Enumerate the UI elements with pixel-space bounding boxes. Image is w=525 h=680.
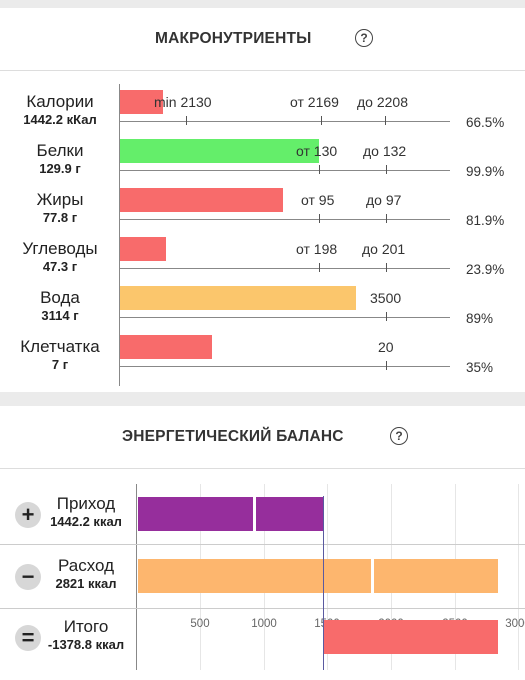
macronutrients-title: МАКРОНУТРИЕНТЫ <box>155 30 312 47</box>
macro-percent: 89% <box>466 311 494 326</box>
tick <box>386 165 387 174</box>
energy-bar-segment <box>256 497 323 531</box>
help-icon[interactable]: ? <box>390 427 408 445</box>
threshold-label: от 198 <box>296 241 338 257</box>
tick <box>386 214 387 223</box>
macro-name: Клетчатка <box>20 337 100 356</box>
macro-value: 77.8 г <box>42 210 78 225</box>
macro-name: Вода <box>40 288 80 307</box>
tick <box>186 116 187 125</box>
macro-bar <box>120 237 166 261</box>
threshold-label: от 95 <box>301 192 335 208</box>
tick <box>319 214 320 223</box>
macro-value: 1442.2 кКал <box>23 112 97 127</box>
equals-icon: = <box>15 625 41 651</box>
tick <box>386 361 387 370</box>
macro-value: 47.3 г <box>42 259 78 274</box>
macro-name: Белки <box>36 141 84 160</box>
baseline <box>120 366 450 367</box>
threshold-label: 20 <box>378 339 394 355</box>
macro-axis <box>119 84 120 386</box>
macro-name: Жиры <box>36 190 84 209</box>
threshold-label: 3500 <box>370 290 402 306</box>
macro-value: 7 г <box>51 357 69 372</box>
macro-percent: 81.9% <box>466 213 505 228</box>
macro-percent: 23.9% <box>466 262 505 277</box>
macronutrients-header: МАКРОНУТРИЕНТЫ ? <box>0 8 525 71</box>
macro-value: 129.9 г <box>39 161 81 176</box>
x-tick-label: 1000 <box>251 618 277 630</box>
baseline <box>120 170 450 171</box>
tick <box>386 312 387 321</box>
row-separator <box>0 544 525 545</box>
energy-bar-segment <box>323 620 498 654</box>
help-icon[interactable]: ? <box>355 29 373 47</box>
energy-bar-segment <box>138 559 371 593</box>
energy-name: Приход <box>56 494 116 513</box>
gridline <box>518 484 519 670</box>
threshold-label: от 130 <box>296 143 338 159</box>
baseline <box>120 317 450 318</box>
threshold-label: до 201 <box>362 241 406 257</box>
energy-axis <box>136 484 137 670</box>
tick <box>319 165 320 174</box>
energy-name: Итого <box>63 617 109 636</box>
macro-percent: 35% <box>466 360 494 375</box>
macro-value: 3114 г <box>41 308 79 323</box>
macro-bar <box>120 286 356 310</box>
tick <box>319 263 320 272</box>
macro-bar <box>120 139 319 163</box>
baseline <box>120 219 450 220</box>
tick <box>386 263 387 272</box>
threshold-label: до 132 <box>363 143 407 159</box>
threshold-label: от 2169 <box>290 94 339 110</box>
x-tick-label: 500 <box>190 618 210 630</box>
tick <box>385 116 386 125</box>
energy-value: -1378.8 ккал <box>47 637 125 652</box>
balance-marker-line <box>323 496 324 670</box>
energy-bar-segment <box>138 497 253 531</box>
tick <box>321 116 322 125</box>
macro-name: Калории <box>26 92 94 111</box>
baseline <box>120 121 450 122</box>
energy-value: 2821 ккал <box>55 576 117 591</box>
macro-percent: 99.9% <box>466 164 505 179</box>
x-tick-label: 3000 <box>505 618 525 630</box>
minus-icon: − <box>15 564 41 590</box>
macronutrients-card: МАКРОНУТРИЕНТЫ ? Калории 1442.2 кКал min… <box>0 8 525 392</box>
energy-bar-segment <box>374 559 498 593</box>
plus-icon: + <box>15 502 41 528</box>
energy-title: ЭНЕРГЕТИЧЕСКИЙ БАЛАНС <box>122 428 344 445</box>
energy-header: ЭНЕРГЕТИЧЕСКИЙ БАЛАНС ? <box>0 406 525 469</box>
baseline <box>120 268 450 269</box>
macro-bar <box>120 335 212 359</box>
macro-percent: 66.5% <box>466 115 505 130</box>
macro-name: Углеводы <box>22 239 98 258</box>
threshold-label: min 2130 <box>154 94 212 110</box>
macro-bar <box>120 188 283 212</box>
energy-value: 1442.2 ккал <box>50 514 122 529</box>
energy-name: Расход <box>57 556 115 575</box>
threshold-label: до 97 <box>366 192 402 208</box>
threshold-label: до 2208 <box>357 94 408 110</box>
energy-balance-card: ЭНЕРГЕТИЧЕСКИЙ БАЛАНС ? + Приход 1442.2 … <box>0 406 525 680</box>
row-separator <box>0 608 525 609</box>
macro-bar <box>120 90 163 114</box>
